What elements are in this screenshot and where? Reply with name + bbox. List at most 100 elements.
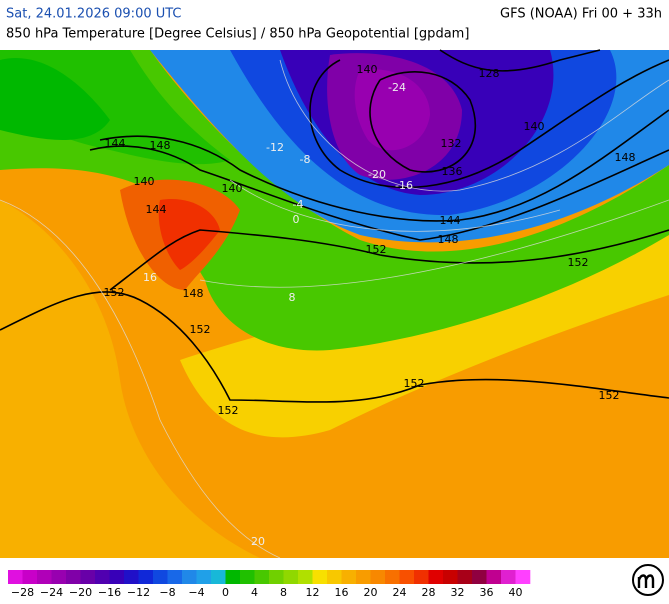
legend-tick-label: 24 bbox=[393, 586, 407, 599]
legend-swatch bbox=[428, 570, 444, 584]
contour-label: 144 bbox=[440, 214, 461, 227]
isotherm-line bbox=[0, 199, 281, 559]
contour-label: 148 bbox=[615, 151, 636, 164]
isotherm-label: -24 bbox=[388, 81, 406, 94]
field-warm bbox=[0, 200, 260, 558]
contour-label: 152 bbox=[599, 389, 620, 402]
legend-swatch bbox=[327, 570, 342, 584]
legend-swatch bbox=[240, 570, 255, 584]
legend-tick-label: −12 bbox=[127, 586, 150, 599]
legend-tick-label: 12 bbox=[306, 586, 320, 599]
legend-swatch bbox=[66, 570, 81, 584]
logo-ring bbox=[632, 564, 664, 596]
contour-line bbox=[309, 59, 669, 189]
isotherm-label: 16 bbox=[143, 271, 157, 284]
legend-swatch bbox=[211, 570, 226, 584]
legend-swatch bbox=[196, 570, 212, 584]
legend-swatch bbox=[399, 570, 415, 584]
legend-swatch bbox=[501, 570, 516, 584]
legend-tick-label: 20 bbox=[364, 586, 378, 599]
contour-line bbox=[99, 109, 669, 222]
field-green-nw2 bbox=[0, 58, 110, 140]
contour-label: 144 bbox=[146, 203, 167, 216]
legend-swatch bbox=[22, 570, 38, 584]
isotherm-label: -4 bbox=[293, 198, 304, 211]
legend-tick-label: −28 bbox=[11, 586, 34, 599]
contour-label: 152 bbox=[404, 377, 425, 390]
map-field bbox=[0, 50, 669, 558]
legend-swatch bbox=[370, 570, 386, 584]
legend-swatch bbox=[225, 570, 241, 584]
legend-swatch bbox=[37, 570, 52, 584]
legend-swatch bbox=[124, 570, 139, 584]
contour-line bbox=[109, 229, 669, 291]
isotherm-label: -20 bbox=[368, 168, 386, 181]
legend-swatch bbox=[515, 570, 531, 584]
legend-tick-label: −24 bbox=[40, 586, 63, 599]
color-legend: −28 −24 −20 −16 −12 −8 −4 0 4 8 12 16 20 24 28 32 36 40 bbox=[8, 570, 531, 599]
legend-swatch bbox=[385, 570, 400, 584]
contour-label: 128 bbox=[479, 67, 500, 80]
legend-swatch bbox=[8, 570, 23, 584]
legend-swatch bbox=[80, 570, 96, 584]
legend-swatch bbox=[356, 570, 371, 584]
contour-label: 140 bbox=[134, 175, 155, 188]
contour-label: 136 bbox=[442, 165, 463, 178]
legend-swatch bbox=[341, 570, 357, 584]
contour-label: 144 bbox=[105, 137, 126, 150]
contour-label: 140 bbox=[524, 120, 545, 133]
legend-swatch bbox=[138, 570, 154, 584]
legend-tick-label: 8 bbox=[280, 586, 287, 599]
model-run: GFS (NOAA) Fri 00 + 33h bbox=[500, 7, 662, 22]
logo bbox=[632, 564, 664, 596]
legend-swatch bbox=[95, 570, 110, 584]
contour-line bbox=[89, 145, 669, 241]
legend-swatch bbox=[443, 570, 458, 584]
contour-label: 132 bbox=[441, 137, 462, 150]
legend-swatch bbox=[167, 570, 183, 584]
legend-tick-label: 16 bbox=[335, 586, 349, 599]
legend-swatch bbox=[109, 570, 125, 584]
contour-line bbox=[0, 291, 669, 403]
legend-tick-label: 32 bbox=[451, 586, 465, 599]
isotherm-label: -12 bbox=[266, 141, 284, 154]
contour-line bbox=[369, 71, 476, 173]
legend-tick-label: 4 bbox=[251, 586, 258, 599]
valid-time: Sat, 24.01.2026 09:00 UTC bbox=[6, 7, 182, 22]
legend-swatch bbox=[182, 570, 197, 584]
legend-swatch bbox=[414, 570, 429, 584]
geopotential-contours bbox=[0, 49, 669, 403]
legend-swatch bbox=[269, 570, 284, 584]
legend-tick-label: 0 bbox=[222, 586, 229, 599]
contour-label: 152 bbox=[568, 256, 589, 269]
legend-tick-label: −16 bbox=[98, 586, 121, 599]
contour-label: 152 bbox=[218, 404, 239, 417]
legend-swatch bbox=[254, 570, 270, 584]
isotherm-label: -16 bbox=[395, 179, 413, 192]
legend-swatch bbox=[153, 570, 168, 584]
contour-label: 140 bbox=[357, 63, 378, 76]
isotherm-label: -8 bbox=[300, 153, 311, 166]
legend-tick-label: −4 bbox=[188, 586, 204, 599]
legend-tick-label: 40 bbox=[509, 586, 523, 599]
legend-swatch bbox=[298, 570, 313, 584]
isotherm-line bbox=[199, 199, 669, 288]
isotherm-label: 0 bbox=[293, 213, 300, 226]
subtitle: 850 hPa Temperature [Degree Celsius] / 8… bbox=[6, 27, 469, 42]
contour-label: 152 bbox=[190, 323, 211, 336]
legend-swatch bbox=[283, 570, 299, 584]
contour-label: 148 bbox=[438, 233, 459, 246]
contour-line bbox=[439, 49, 601, 72]
contour-label: 148 bbox=[150, 139, 171, 152]
isotherm-label: 8 bbox=[289, 291, 296, 304]
contour-label: 148 bbox=[183, 287, 204, 300]
legend-swatch bbox=[312, 570, 328, 584]
legend-swatch bbox=[486, 570, 502, 584]
legend-swatch bbox=[472, 570, 487, 584]
contour-label: 152 bbox=[366, 243, 387, 256]
isotherms bbox=[0, 59, 669, 559]
contour-label: 152 bbox=[104, 286, 125, 299]
legend-tick-label: −8 bbox=[159, 586, 175, 599]
